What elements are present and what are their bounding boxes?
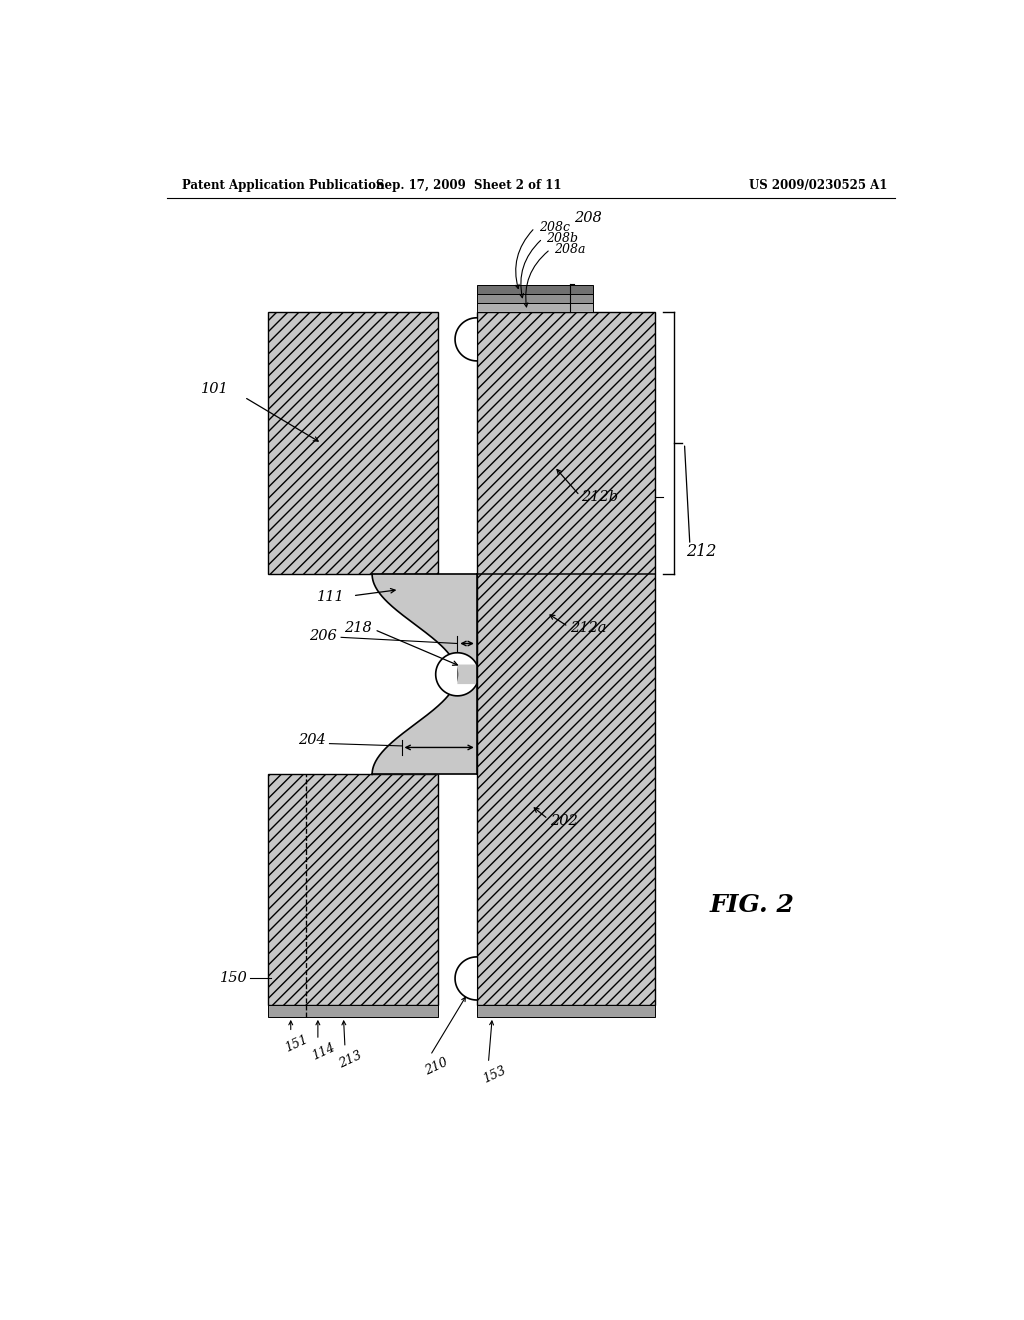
- Polygon shape: [267, 313, 438, 574]
- Text: 151: 151: [283, 1034, 310, 1055]
- Text: 114: 114: [310, 1040, 337, 1063]
- Text: Sep. 17, 2009  Sheet 2 of 11: Sep. 17, 2009 Sheet 2 of 11: [376, 178, 562, 191]
- Text: 204: 204: [298, 733, 326, 747]
- Polygon shape: [372, 574, 477, 775]
- Bar: [267, 1005, 438, 1016]
- Polygon shape: [477, 313, 655, 1006]
- Text: 212a: 212a: [569, 622, 606, 635]
- Text: US 2009/0230525 A1: US 2009/0230525 A1: [750, 178, 888, 191]
- Bar: [477, 304, 593, 313]
- Text: 202: 202: [550, 813, 579, 828]
- Text: 208a: 208a: [554, 243, 586, 256]
- Text: 213: 213: [337, 1048, 365, 1071]
- Polygon shape: [455, 318, 477, 360]
- Polygon shape: [455, 957, 477, 1001]
- Polygon shape: [267, 775, 438, 1006]
- Text: 101: 101: [201, 383, 228, 396]
- Text: 208: 208: [573, 211, 601, 226]
- Bar: [477, 294, 593, 304]
- Text: FIG. 2: FIG. 2: [710, 894, 795, 917]
- Text: 212b: 212b: [582, 490, 618, 504]
- Text: Patent Application Publication: Patent Application Publication: [182, 178, 385, 191]
- Text: 208c: 208c: [539, 222, 569, 234]
- Text: 210: 210: [423, 1056, 450, 1078]
- Text: 208b: 208b: [547, 232, 579, 246]
- Bar: [477, 1005, 655, 1016]
- Text: 153: 153: [480, 1064, 508, 1085]
- Polygon shape: [435, 653, 477, 696]
- Text: 206: 206: [309, 628, 337, 643]
- Text: 150: 150: [220, 972, 248, 986]
- Text: 218: 218: [344, 622, 372, 635]
- Text: 111: 111: [317, 590, 345, 605]
- Bar: [477, 285, 593, 294]
- Text: 212: 212: [686, 543, 717, 560]
